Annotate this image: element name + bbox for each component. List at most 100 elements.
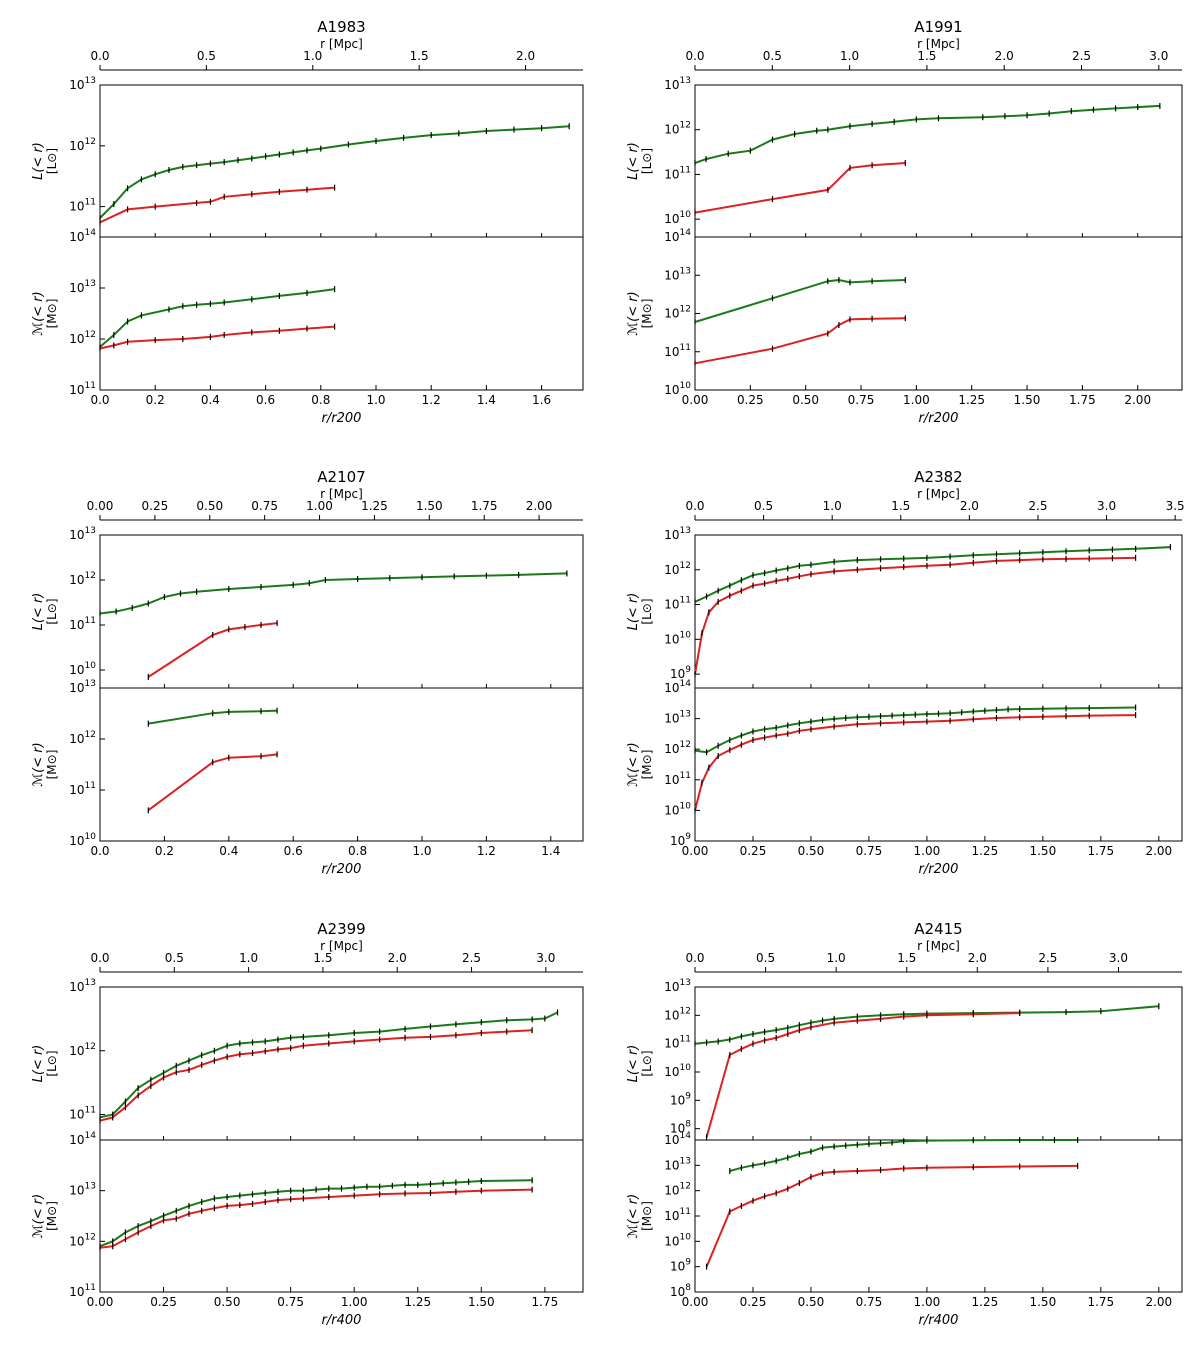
panel-title: A2107 bbox=[317, 468, 365, 486]
lum-y-tick-label: 1010 bbox=[69, 661, 96, 677]
panel-a2107: A2107 0.00 0.25 0.50 0.75 1.00 1.25 1.50 1.75 2.0… bbox=[31, 468, 584, 877]
lum-y-tick-label: 108 bbox=[670, 1120, 691, 1136]
lum-y-tick-label: 1014 bbox=[664, 228, 691, 244]
mass-series-line-green bbox=[694, 278, 906, 323]
top-tick-label: 3.0 bbox=[536, 951, 555, 965]
top-tick-label: 2.0 bbox=[960, 499, 979, 513]
lum-y-tick-label: 1012 bbox=[69, 1042, 96, 1058]
x-axis-label: r/r200 bbox=[322, 862, 362, 877]
mass-y-tick-label: 109 bbox=[670, 832, 691, 848]
panel-a2399: A2399 0.0 0.5 1.0 1.5 2.0 2.5 3.0 r [Mpc] 0.00 0.2… bbox=[31, 920, 584, 1328]
x-tick-label: 1.4 bbox=[541, 844, 560, 858]
panel-title: A1991 bbox=[914, 18, 962, 36]
mass-series-line-red bbox=[694, 317, 906, 365]
luminosity-axis-unit: [L⊙] bbox=[45, 598, 59, 624]
x-tick-label: 0.2 bbox=[155, 844, 174, 858]
lum-y-tick-label: 1011 bbox=[69, 1106, 96, 1122]
mass-series-line-green bbox=[99, 288, 335, 348]
mass-axis-unit: [M⊙] bbox=[640, 299, 654, 329]
panel-title: A1983 bbox=[317, 18, 365, 36]
luminosity-series-line-green bbox=[99, 572, 567, 615]
x-tick-label: 1.2 bbox=[477, 844, 496, 858]
top-tick-label: 1.5 bbox=[897, 951, 916, 965]
mass-y-tick-label: 1013 bbox=[69, 1182, 96, 1198]
mass-plot-frame bbox=[99, 687, 584, 842]
x-tick-label: 0.50 bbox=[792, 393, 819, 407]
luminosity-axis-label: L(< r) bbox=[31, 593, 46, 631]
mass-plot-frame bbox=[99, 236, 584, 391]
x-tick-label: 2.00 bbox=[1145, 844, 1172, 858]
x-tick-label: 0.75 bbox=[856, 844, 883, 858]
x-tick-label: 1.00 bbox=[914, 1295, 941, 1309]
panel-a2382: A2382 0.0 0.5 1.0 1.5 2.0 2.5 3.0 3.5 r [Mpc] 0.00… bbox=[626, 468, 1185, 877]
panel-a2415: A2415 0.0 0.5 1.0 1.5 2.0 2.5 3.0 r [Mpc] 0.00 0.2… bbox=[626, 920, 1183, 1328]
mass-y-tick-label: 1011 bbox=[664, 1207, 691, 1223]
mass-y-tick-label: 1010 bbox=[664, 381, 691, 397]
x-tick-label: 0.4 bbox=[201, 393, 220, 407]
top-tick-label: 0.5 bbox=[754, 499, 773, 513]
top-tick-label: 0.0 bbox=[685, 951, 704, 965]
x-tick-label: 0.25 bbox=[740, 1295, 767, 1309]
x-tick-label: 0.6 bbox=[284, 844, 303, 858]
x-tick-label: 0.00 bbox=[682, 844, 709, 858]
mass-y-tick-label: 1013 bbox=[664, 710, 691, 726]
mass-series-line-red bbox=[705, 1164, 1078, 1268]
top-tick-label: 2.00 bbox=[526, 499, 553, 513]
x-tick-label: 1.25 bbox=[972, 1295, 999, 1309]
top-tick-label: 2.5 bbox=[1072, 49, 1091, 63]
luminosity-series-line-green bbox=[694, 104, 1160, 164]
lum-y-tick-label: 1013 bbox=[664, 978, 691, 994]
top-tick-label: 1.0 bbox=[840, 49, 859, 63]
lum-y-tick-label: 1011 bbox=[69, 616, 96, 632]
x-tick-label: 1.25 bbox=[404, 1295, 431, 1309]
luminosity-series-line-green bbox=[694, 546, 1171, 603]
top-tick-label: 2.0 bbox=[968, 951, 987, 965]
mass-y-tick-label: 109 bbox=[670, 1258, 691, 1274]
mass-y-tick-label: 1013 bbox=[664, 1156, 691, 1172]
x-tick-label: 0.75 bbox=[277, 1295, 304, 1309]
top-tick-label: 0.00 bbox=[87, 499, 114, 513]
mass-y-tick-label: 1012 bbox=[664, 740, 691, 756]
luminosity-axis-label: L(< r) bbox=[31, 142, 46, 180]
panel-a1991: A1991 0.0 0.5 1.0 1.5 2.0 2.5 3.0 r [Mpc] 0.00 0.2… bbox=[626, 18, 1183, 426]
luminosity-series-line-red bbox=[147, 622, 278, 678]
x-axis-label: r/r200 bbox=[322, 411, 362, 426]
x-tick-label: 1.75 bbox=[1087, 1295, 1114, 1309]
luminosity-series-line-red bbox=[99, 1029, 533, 1122]
x-tick-label: 0.00 bbox=[682, 1295, 709, 1309]
x-axis-label: r/r200 bbox=[919, 411, 959, 426]
x-tick-label: 1.50 bbox=[468, 1295, 495, 1309]
luminosity-axis-label: L(< r) bbox=[626, 593, 641, 631]
top-axis-label: r [Mpc] bbox=[917, 487, 960, 501]
mass-axis-label: ℳ(< r) bbox=[31, 1194, 46, 1238]
x-tick-label: 1.50 bbox=[1029, 1295, 1056, 1309]
panel-a1983: A1983 0.0 0.5 1.0 1.5 2.0 r [Mpc] 0.0 0.2 0.4 0.6 0… bbox=[31, 18, 584, 426]
top-tick-label: 1.25 bbox=[361, 499, 388, 513]
x-tick-label: 2.00 bbox=[1145, 1295, 1172, 1309]
luminosity-axis-label: L(< r) bbox=[626, 1045, 641, 1083]
luminosity-axis-label: L(< r) bbox=[626, 142, 641, 180]
lum-y-tick-label: 1011 bbox=[664, 1035, 691, 1051]
x-tick-label: 0.50 bbox=[798, 844, 825, 858]
top-tick-label: 1.5 bbox=[313, 951, 332, 965]
x-tick-label: 0.6 bbox=[256, 393, 275, 407]
x-tick-label: 1.00 bbox=[341, 1295, 368, 1309]
top-tick-label: 0.0 bbox=[90, 951, 109, 965]
mass-axis-unit: [M⊙] bbox=[640, 750, 654, 780]
mass-series-line-red bbox=[99, 325, 335, 350]
x-tick-label: 0.8 bbox=[348, 844, 367, 858]
lum-y-tick-label: 1010 bbox=[664, 630, 691, 646]
x-tick-label: 0.50 bbox=[214, 1295, 241, 1309]
lum-y-tick-label: 1013 bbox=[69, 526, 96, 542]
mass-axis-label: ℳ(< r) bbox=[626, 291, 641, 335]
top-tick-label: 1.5 bbox=[410, 49, 429, 63]
top-tick-label: 2.5 bbox=[462, 951, 481, 965]
top-tick-label: 1.0 bbox=[303, 49, 322, 63]
lum-y-tick-label: 1011 bbox=[664, 165, 691, 181]
top-tick-label: 0.0 bbox=[90, 49, 109, 63]
x-tick-label: 0.75 bbox=[856, 1295, 883, 1309]
lum-y-tick-label: 1013 bbox=[69, 978, 96, 994]
x-tick-label: 0.25 bbox=[737, 393, 764, 407]
lum-y-tick-label: 1014 bbox=[664, 1131, 691, 1147]
top-tick-label: 2.5 bbox=[1038, 951, 1057, 965]
